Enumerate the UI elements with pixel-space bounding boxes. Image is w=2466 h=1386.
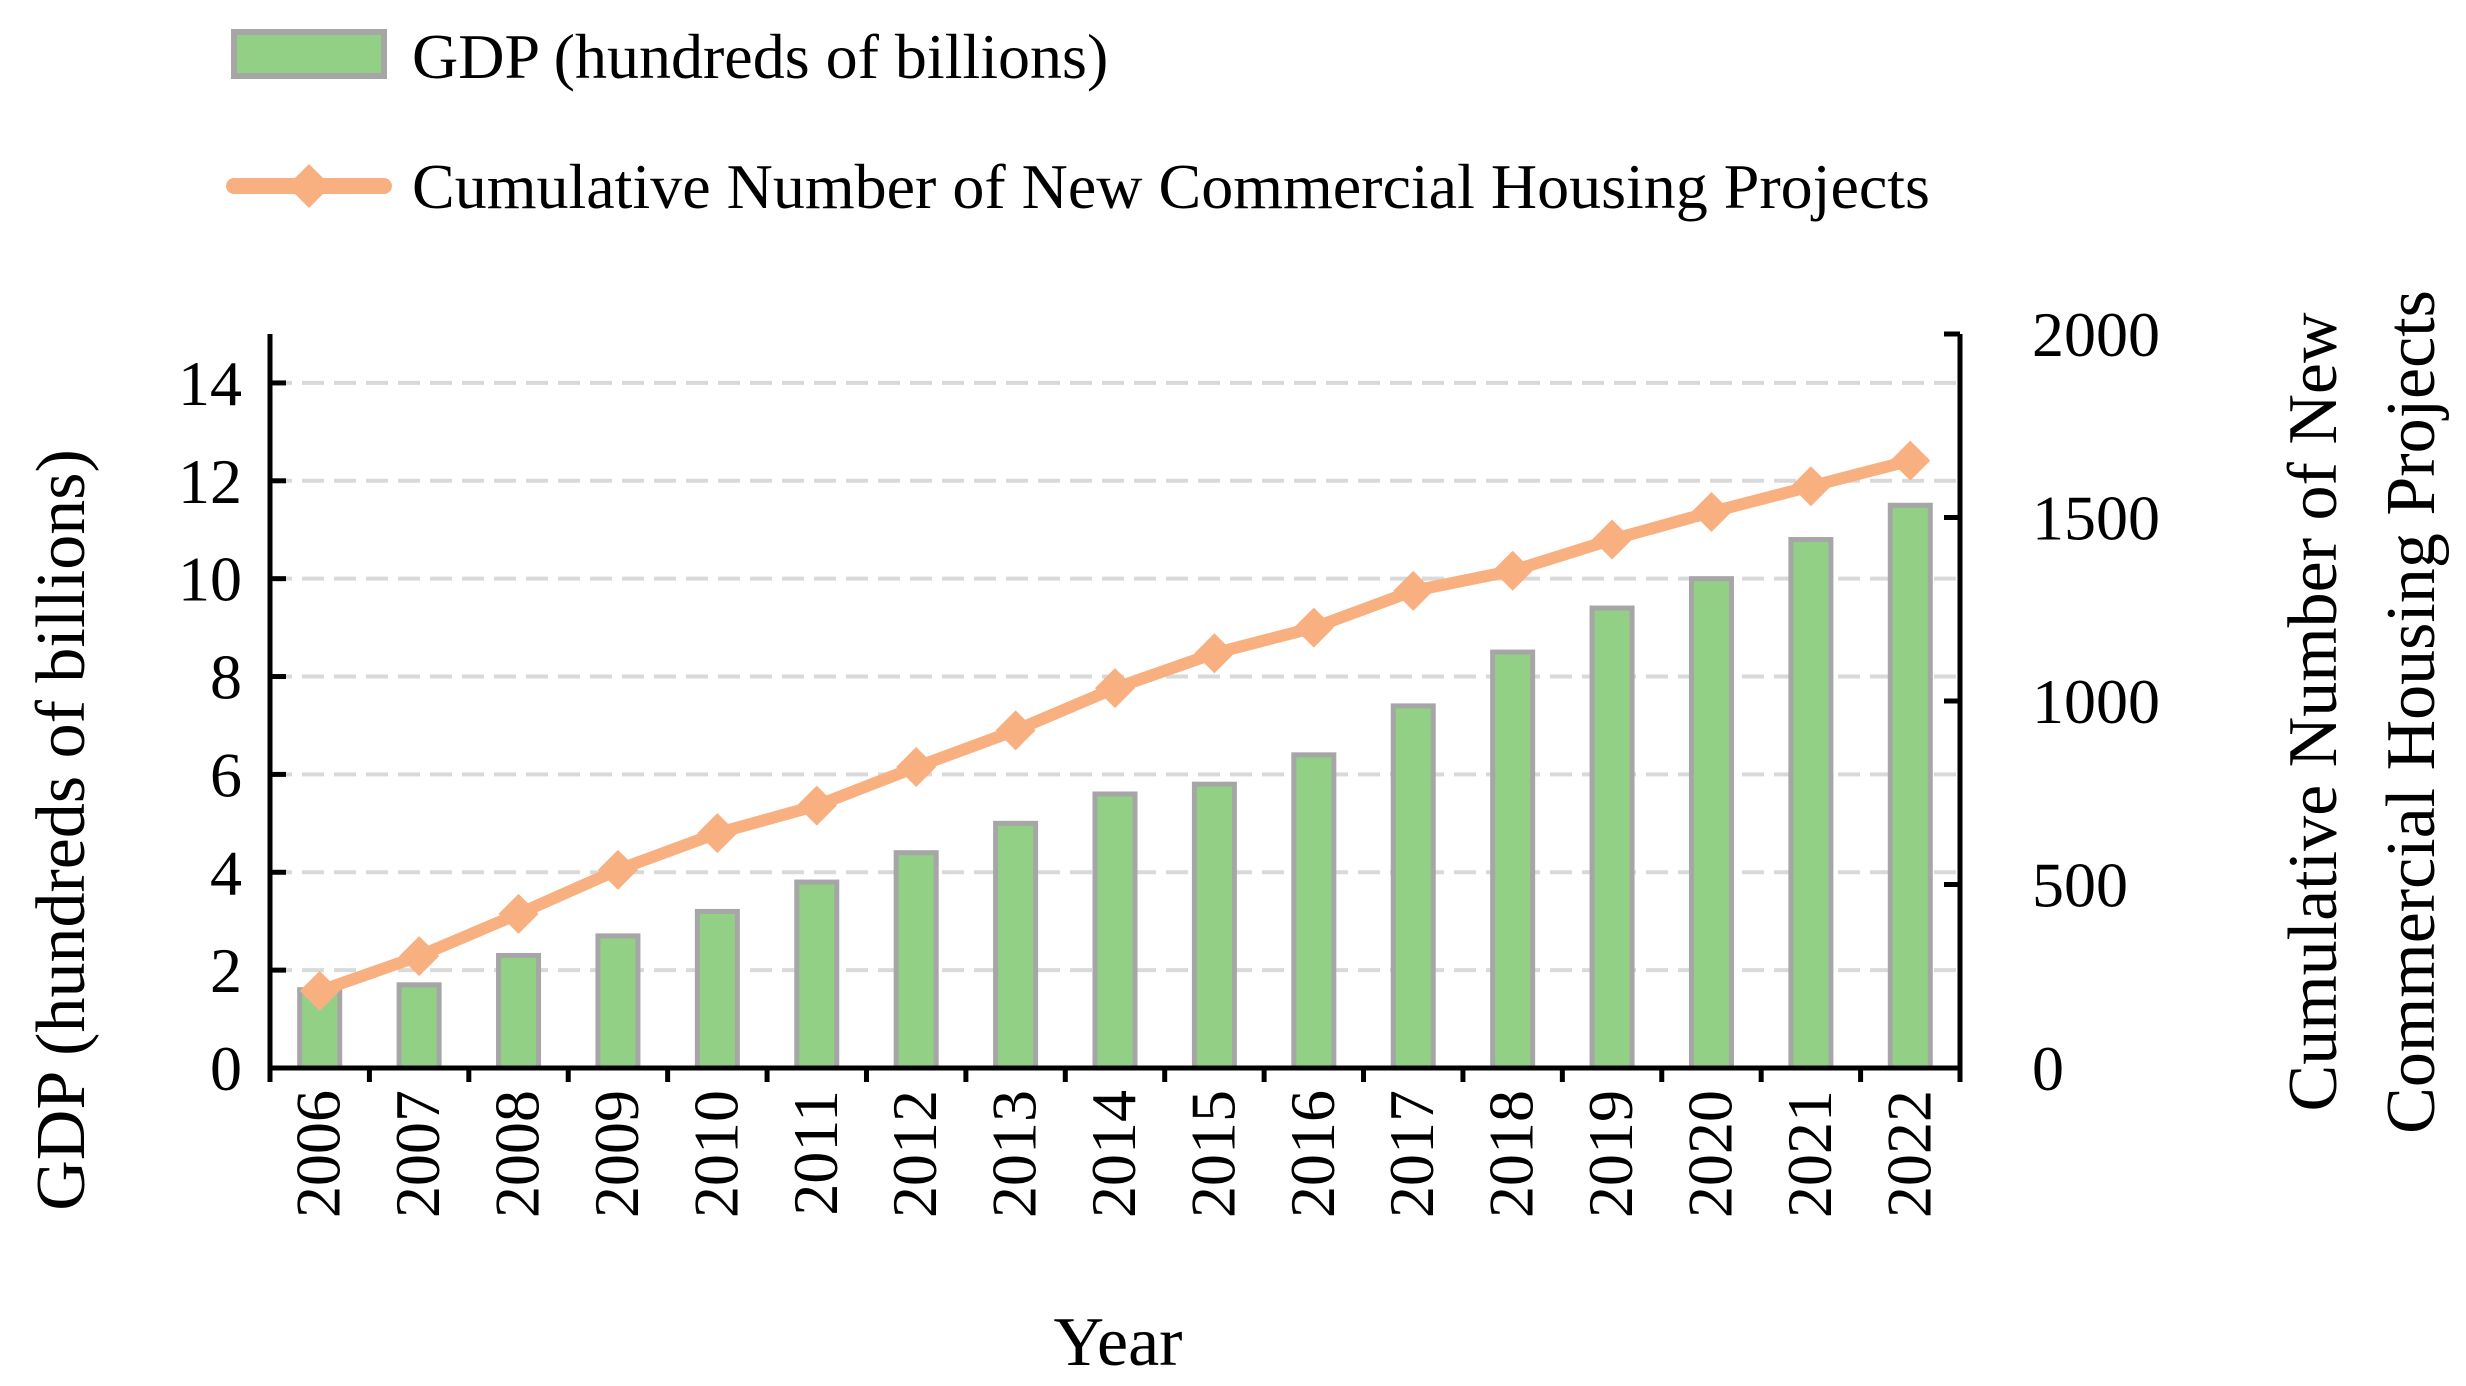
legend-swatch-gdp	[231, 29, 387, 79]
y2-axis-ticks: 0 500 1000 1500 2000	[1944, 299, 2160, 1104]
housing-projects-point	[1095, 668, 1135, 709]
y-tick-label: 6	[210, 739, 242, 810]
bar-series	[297, 502, 1933, 1071]
x-tick-label: 2014	[1078, 1090, 1149, 1218]
housing-projects-point	[399, 936, 440, 977]
housing-projects-point	[1393, 570, 1434, 611]
y-tick-label: 0	[210, 1033, 242, 1104]
y2-axis-title-line-1: Cumulative Number of New	[2275, 312, 2352, 1111]
housing-projects-point	[1194, 633, 1235, 674]
y-tick-label: 10	[178, 544, 242, 615]
housing-projects-point	[1790, 466, 1831, 507]
x-tick-label: 2017	[1376, 1090, 1447, 1218]
housing-projects-point	[299, 970, 340, 1011]
x-axis-ticks: 2006 2007 2008 2009 2010 2011 2012 2013 2014 2015…	[267, 1068, 1963, 1218]
x-tick-label: 2009	[581, 1090, 652, 1218]
legend-label-housing-projects: Cumulative Number of New Commercial Hous…	[412, 151, 1930, 222]
legend-label-gdp: GDP (hundreds of billions)	[412, 21, 1108, 92]
y2-tick-label: 1000	[2032, 666, 2160, 737]
housing-projects-point	[597, 849, 638, 890]
y-tick-label: 14	[178, 348, 242, 419]
gdp-bar	[794, 879, 840, 1071]
legend-diamond-marker	[287, 164, 331, 208]
x-tick-label: 2022	[1873, 1090, 1944, 1218]
housing-projects-point	[896, 747, 937, 788]
y-axis-ticks: 0 2 4 6 8 10 12 14	[178, 348, 286, 1104]
housing-projects-point	[1691, 491, 1732, 532]
legend-item-housing-projects: Cumulative Number of New Commercial Hous…	[226, 151, 1930, 222]
x-tick-label: 2008	[482, 1090, 553, 1218]
gdp-bar	[1788, 537, 1834, 1071]
housing-projects-point	[1293, 607, 1334, 648]
housing-projects-point	[1492, 550, 1533, 591]
y-tick-label: 8	[210, 642, 242, 713]
x-tick-label: 2011	[780, 1090, 851, 1216]
y-tick-label: 4	[210, 837, 242, 908]
x-tick-label: 2019	[1575, 1090, 1646, 1218]
gdp-bar	[1390, 703, 1436, 1071]
x-tick-label: 2020	[1674, 1090, 1745, 1218]
legend-item-gdp: GDP (hundreds of billions)	[231, 21, 1108, 92]
y2-tick-label: 500	[2032, 850, 2128, 921]
x-tick-label: 2018	[1476, 1090, 1547, 1218]
x-tick-label: 2006	[283, 1090, 354, 1218]
line-series	[299, 440, 1931, 1011]
y2-tick-label: 2000	[2032, 299, 2160, 370]
y-axis-title: GDP (hundreds of billions)	[23, 449, 100, 1211]
x-tick-label: 2015	[1177, 1090, 1248, 1218]
housing-projects-point	[697, 813, 738, 854]
x-tick-label: 2013	[979, 1090, 1050, 1218]
x-tick-label: 2012	[879, 1090, 950, 1218]
gdp-bar	[496, 952, 542, 1071]
y-tick-label: 2	[210, 935, 242, 1006]
y-tick-label: 12	[178, 446, 242, 517]
x-tick-label: 2021	[1774, 1090, 1845, 1218]
y2-tick-label: 1500	[2032, 483, 2160, 554]
legend: GDP (hundreds of billions) Cumulative Nu…	[226, 21, 1930, 222]
y2-axis-title-line-2: Commercial Housing Projects	[2373, 290, 2450, 1134]
housing-projects-point	[1890, 440, 1931, 481]
gdp-bar	[893, 850, 939, 1071]
gdp-bar	[396, 982, 442, 1071]
housing-projects-point	[498, 893, 539, 934]
y2-tick-label: 0	[2032, 1033, 2064, 1104]
gdp-bar	[1887, 502, 1933, 1071]
gdp-bar	[1589, 605, 1635, 1071]
x-tick-label: 2007	[382, 1090, 453, 1218]
housing-projects-point	[1592, 519, 1633, 560]
gdp-bar	[1688, 576, 1734, 1071]
housing-projects-point	[796, 785, 837, 826]
housing-projects-point	[995, 710, 1036, 751]
gdp-bar	[694, 908, 740, 1071]
gdp-bar	[1291, 752, 1337, 1071]
x-axis-title: Year	[1054, 1304, 1183, 1381]
gdp-bar	[1092, 791, 1138, 1071]
gdp-bar	[1490, 649, 1536, 1071]
x-tick-label: 2016	[1277, 1090, 1348, 1218]
gdp-bar	[595, 933, 641, 1071]
gdp-bar	[1191, 781, 1237, 1071]
x-tick-label: 2010	[680, 1090, 751, 1218]
gdp-bar	[993, 820, 1039, 1071]
